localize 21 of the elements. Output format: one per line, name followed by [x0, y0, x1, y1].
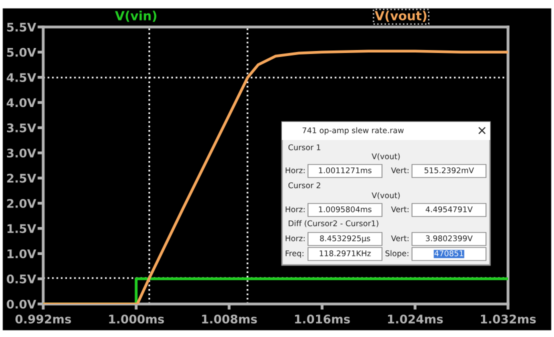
x-tick-label: 0.992ms: [15, 314, 71, 324]
y-tick-label: 0.0V: [6, 300, 36, 309]
annotation: ×: [478, 126, 486, 134]
y-tick-label: 2.0V: [7, 198, 36, 208]
y-tick-label: 5.0V: [7, 48, 36, 57]
text: V(vout): [374, 10, 426, 22]
y-tick-label: 5.5V: [7, 22, 36, 32]
x-tick-label: 1.016ms: [295, 314, 350, 324]
y-tick-label: 2.5V: [7, 174, 36, 183]
text: V(vin): [115, 10, 156, 22]
y-tick-label: 3.5V: [7, 123, 36, 132]
x-tick-label: 1.024ms: [388, 314, 443, 324]
y-tick-label: 1.0V: [8, 249, 36, 258]
y-tick-label: 3.0V: [7, 148, 36, 158]
x-tick-label: 1.032ms: [481, 314, 536, 324]
x-tick-label: 1.000ms: [109, 314, 164, 324]
y-tick-label: 4.5V: [6, 73, 36, 82]
x-tick-label: 1.008ms: [202, 314, 257, 324]
y-tick-label: 0.5V: [6, 274, 36, 284]
y-tick-label: 4.0V: [6, 98, 36, 108]
y-tick-label: 1.5V: [8, 224, 36, 234]
